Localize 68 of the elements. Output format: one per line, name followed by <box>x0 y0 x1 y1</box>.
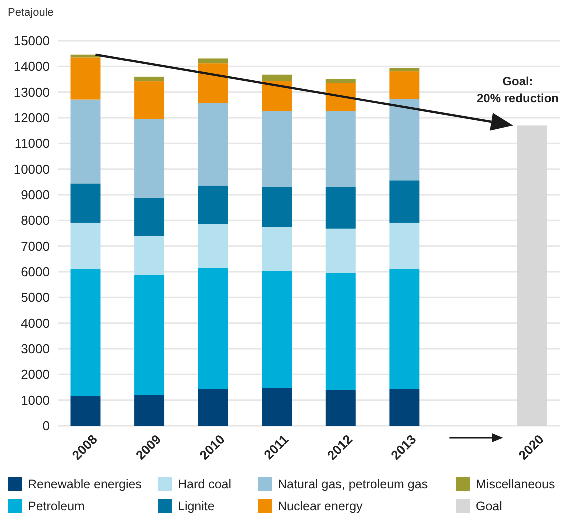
y-tick-label: 8000 <box>21 213 50 228</box>
bar <box>262 111 292 187</box>
y-tick-label: 1000 <box>21 392 50 408</box>
bar <box>198 58 228 64</box>
bar <box>134 275 165 396</box>
bar <box>70 396 101 426</box>
y-tick-label: 14000 <box>14 59 50 74</box>
bar <box>262 81 292 112</box>
y-tick-label: 10000 <box>14 162 50 177</box>
bar <box>262 186 292 228</box>
bar <box>198 103 228 186</box>
bar <box>70 100 101 184</box>
bar <box>134 198 165 236</box>
bar <box>134 236 165 276</box>
bar <box>134 119 165 198</box>
bar <box>134 76 165 82</box>
legend-label: Lignite <box>178 499 215 514</box>
y-tick-label: 6000 <box>21 264 50 280</box>
y-tick-label: 4000 <box>21 316 50 331</box>
bar <box>198 186 228 224</box>
bar <box>134 395 165 426</box>
bar <box>326 390 356 426</box>
bar <box>326 111 356 187</box>
bar <box>326 83 356 112</box>
legend-label: Goal <box>476 499 502 514</box>
legend-label: Natural gas, petroleum gas <box>278 477 428 492</box>
legend-label: Petroleum <box>28 499 85 514</box>
bar <box>198 268 228 390</box>
bar <box>198 389 228 426</box>
y-tick-label: 11000 <box>14 136 50 152</box>
bar <box>326 78 356 84</box>
bar <box>390 180 420 223</box>
bar <box>70 222 101 270</box>
bar <box>326 273 356 390</box>
y-tick-label: 2000 <box>21 367 50 382</box>
bar <box>517 126 548 426</box>
bar <box>70 58 101 100</box>
bar <box>262 271 292 388</box>
bar <box>390 72 420 100</box>
bar <box>326 186 356 229</box>
bar <box>390 68 420 72</box>
bar <box>390 99 420 181</box>
legend-label: Nuclear energy <box>278 499 364 514</box>
legend-label: Miscellaneous <box>476 477 556 492</box>
y-tick-label: 15000 <box>14 34 50 49</box>
bar <box>70 184 101 223</box>
legend-label: Renewable energies <box>28 477 142 492</box>
bar <box>326 228 356 274</box>
bar <box>262 74 292 82</box>
y-tick-label: 9000 <box>21 188 50 203</box>
bar <box>134 82 165 120</box>
y-tick-label: 0 <box>42 418 50 434</box>
bar <box>70 269 101 396</box>
bar <box>198 64 228 104</box>
bar <box>390 222 420 270</box>
bar <box>390 269 420 390</box>
bar <box>198 224 228 268</box>
y-tick-label: 3000 <box>21 342 50 357</box>
y-tick-label: 5000 <box>21 290 50 306</box>
y-axis-title: Petajoule <box>8 7 54 19</box>
y-tick-label: 7000 <box>21 238 50 254</box>
bar <box>390 389 420 426</box>
annotation: Goal: 20% reduction <box>476 74 560 106</box>
bar <box>262 227 292 272</box>
legend-label: Hard coal <box>178 477 232 492</box>
y-tick-label: 13000 <box>14 84 50 100</box>
y-tick-label: 12000 <box>14 110 50 126</box>
bar <box>262 388 292 426</box>
